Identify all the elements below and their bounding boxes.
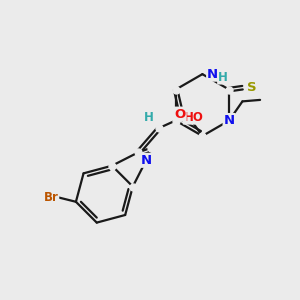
Text: H: H (144, 111, 154, 124)
Text: H: H (218, 70, 228, 84)
Text: N: N (141, 154, 152, 167)
Text: O: O (174, 108, 186, 121)
Text: N: N (207, 68, 218, 81)
Text: Br: Br (44, 191, 58, 204)
Text: S: S (247, 81, 256, 94)
Text: N: N (224, 114, 235, 127)
Text: HO: HO (184, 111, 203, 124)
